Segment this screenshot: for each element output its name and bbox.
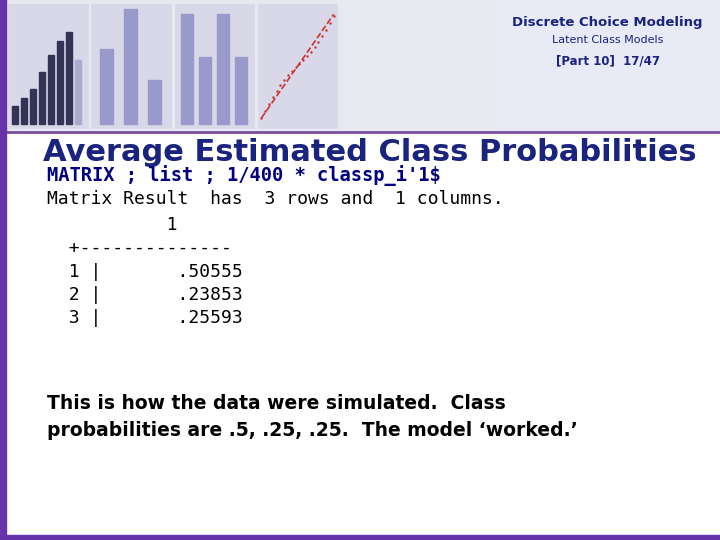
Text: MATRIX ; list ; 1/400 * classp_i'1$: MATRIX ; list ; 1/400 * classp_i'1$: [47, 165, 441, 186]
Text: Average Estimated Class Probabilities: Average Estimated Class Probabilities: [43, 138, 697, 167]
Text: This is how the data were simulated.  Class: This is how the data were simulated. Cla…: [47, 394, 505, 413]
Text: 2 |       .23853: 2 | .23853: [47, 286, 243, 304]
Bar: [39, 72, 45, 124]
Bar: [199, 57, 211, 124]
Bar: [217, 15, 229, 124]
Text: 1: 1: [47, 216, 177, 234]
Bar: [0, 0, 6, 540]
Text: +--------------: +--------------: [47, 239, 232, 256]
Bar: [6, 0, 495, 132]
Text: Discrete Choice Modeling: Discrete Choice Modeling: [513, 16, 703, 29]
Bar: [21, 98, 27, 124]
Bar: [12, 106, 18, 124]
Bar: [124, 9, 138, 124]
Text: [Part 10]  17/47: [Part 10] 17/47: [556, 54, 660, 67]
Text: 1 |       .50555: 1 | .50555: [47, 263, 243, 281]
Bar: [30, 89, 36, 124]
Text: 3 |       .25593: 3 | .25593: [47, 309, 243, 327]
Bar: [148, 80, 161, 124]
Text: Matrix Result  has  3 rows and  1 columns.: Matrix Result has 3 rows and 1 columns.: [47, 190, 503, 208]
Bar: [181, 15, 193, 124]
Bar: [235, 57, 247, 124]
Bar: [495, 0, 720, 132]
Bar: [0, 535, 720, 540]
Bar: [91, 4, 171, 128]
Bar: [258, 4, 337, 128]
Bar: [48, 55, 54, 124]
Bar: [75, 60, 81, 124]
Bar: [57, 41, 63, 124]
Bar: [66, 32, 72, 124]
Text: probabilities are .5, .25, .25.  The model ‘worked.’: probabilities are .5, .25, .25. The mode…: [47, 421, 577, 440]
Bar: [8, 4, 88, 128]
Bar: [100, 49, 113, 124]
Bar: [175, 4, 254, 128]
Text: Latent Class Models: Latent Class Models: [552, 35, 663, 45]
